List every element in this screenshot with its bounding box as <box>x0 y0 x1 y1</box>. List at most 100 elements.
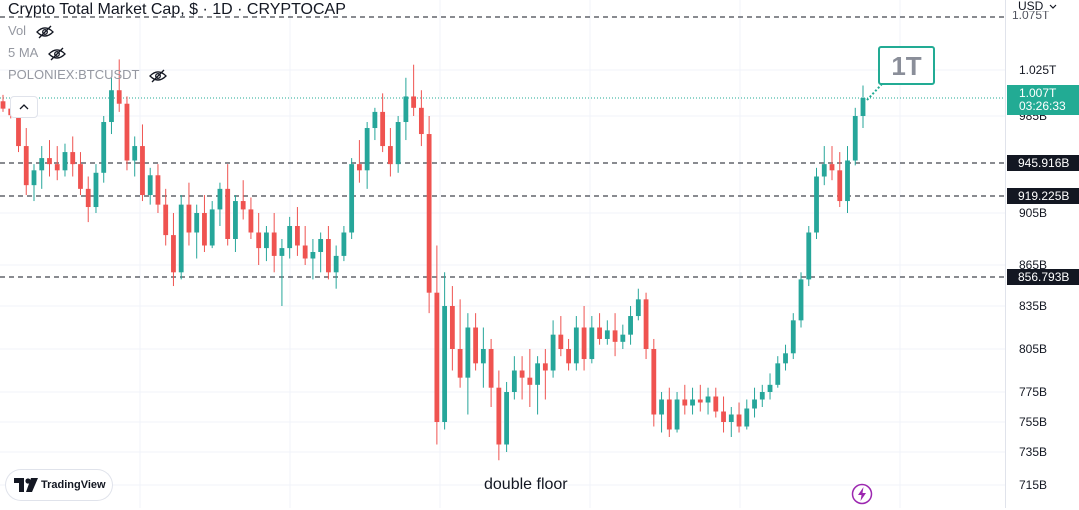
candle-body[interactable] <box>163 204 169 236</box>
candle-body[interactable] <box>442 306 448 422</box>
candle-body[interactable] <box>147 175 153 196</box>
candle-body[interactable] <box>124 103 130 161</box>
candle-body[interactable] <box>47 158 52 165</box>
candle-body[interactable] <box>736 414 742 427</box>
level-price-tag[interactable] <box>1007 269 1079 285</box>
candle-body[interactable] <box>806 232 812 280</box>
candle-body[interactable] <box>759 392 765 400</box>
candle-body[interactable] <box>519 370 525 378</box>
candle-body[interactable] <box>542 363 548 371</box>
candle-body[interactable] <box>356 164 362 171</box>
candle-body[interactable] <box>845 160 850 202</box>
candle-body[interactable] <box>814 176 819 233</box>
candle-body[interactable] <box>651 349 657 415</box>
candle-body[interactable] <box>85 188 91 208</box>
candle-body[interactable] <box>225 188 231 239</box>
candle-body[interactable] <box>372 111 378 129</box>
candle-body[interactable] <box>116 90 122 104</box>
candle-body[interactable] <box>109 90 114 123</box>
candle-body[interactable] <box>271 232 277 256</box>
candle-body[interactable] <box>449 306 455 349</box>
candle-body[interactable] <box>171 235 176 273</box>
candle-body[interactable] <box>775 363 781 385</box>
candle-body[interactable] <box>333 255 339 273</box>
collapse-legend-button[interactable] <box>10 96 38 118</box>
candle-body[interactable] <box>798 279 804 321</box>
candle-body[interactable] <box>186 204 192 233</box>
eye-crossed-icon[interactable] <box>149 68 168 83</box>
candle-body[interactable] <box>829 164 835 171</box>
candle-body[interactable] <box>612 330 618 342</box>
candle-body[interactable] <box>767 384 773 392</box>
candle-body[interactable] <box>465 327 471 378</box>
eye-crossed-icon[interactable] <box>48 46 67 61</box>
legend-volume[interactable]: Vol <box>8 20 346 42</box>
candle-body[interactable] <box>194 213 200 233</box>
candle-body[interactable] <box>573 327 579 364</box>
candle-body[interactable] <box>473 327 479 364</box>
candle-body[interactable] <box>550 334 556 371</box>
candle-body[interactable] <box>504 392 510 445</box>
candle-body[interactable] <box>418 107 424 135</box>
level-price-tag[interactable] <box>1007 188 1079 204</box>
legend-ma[interactable]: 5 MA <box>8 42 346 64</box>
candle-body[interactable] <box>589 327 595 360</box>
chart-title[interactable]: Crypto Total Market Cap, $ · 1D · CRYPTO… <box>8 1 346 18</box>
candle-body[interactable] <box>620 334 626 342</box>
candle-body[interactable] <box>349 164 355 233</box>
candle-body[interactable] <box>783 353 788 364</box>
candle-body[interactable] <box>310 252 316 259</box>
candle-body[interactable] <box>581 327 587 360</box>
candle-body[interactable] <box>140 146 145 196</box>
candle-body[interactable] <box>511 370 517 393</box>
candle-body[interactable] <box>101 122 107 173</box>
currency-selector[interactable]: USD <box>1018 0 1057 13</box>
candle-body[interactable] <box>488 349 494 388</box>
candle-body[interactable] <box>674 399 680 430</box>
candle-body[interactable] <box>256 232 262 249</box>
candle-body[interactable] <box>155 175 161 205</box>
candle-body[interactable] <box>659 399 664 415</box>
candle-body[interactable] <box>403 96 409 123</box>
candle-body[interactable] <box>78 164 83 189</box>
callout-box[interactable] <box>878 46 935 85</box>
candle-body[interactable] <box>54 164 60 171</box>
candle-body[interactable] <box>341 232 347 256</box>
candle-body[interactable] <box>178 204 184 273</box>
candle-body[interactable] <box>697 399 703 403</box>
candle-body[interactable] <box>395 122 401 165</box>
candle-body[interactable] <box>457 349 463 378</box>
candle-body[interactable] <box>597 327 602 339</box>
candle-body[interactable] <box>852 116 858 161</box>
candle-body[interactable] <box>364 128 370 171</box>
candle-body[interactable] <box>202 213 207 246</box>
candle-body[interactable] <box>628 316 633 335</box>
candle-body[interactable] <box>666 399 672 430</box>
candle-body[interactable] <box>558 334 564 349</box>
candle-body[interactable] <box>318 239 324 252</box>
candle-body[interactable] <box>434 292 440 422</box>
candle-body[interactable] <box>217 188 223 210</box>
lightning-icon[interactable] <box>851 483 873 505</box>
candle-body[interactable] <box>93 172 99 208</box>
candle-body[interactable] <box>132 146 138 161</box>
tradingview-logo[interactable]: TradingView <box>6 470 112 500</box>
candle-body[interactable] <box>527 377 533 385</box>
candle-body[interactable] <box>264 232 269 249</box>
candle-body[interactable] <box>535 363 540 385</box>
candle-body[interactable] <box>480 349 486 364</box>
candle-body[interactable] <box>860 98 866 116</box>
candle-body[interactable] <box>690 399 695 406</box>
candle-body[interactable] <box>380 111 386 147</box>
candle-body[interactable] <box>39 158 45 171</box>
candle-body[interactable] <box>209 209 215 246</box>
candle-body[interactable] <box>302 245 308 259</box>
candle-body[interactable] <box>728 414 734 423</box>
candle-body[interactable] <box>705 396 711 403</box>
candle-body[interactable] <box>744 408 750 427</box>
candle-body[interactable] <box>721 411 726 423</box>
candle-body[interactable] <box>70 152 76 165</box>
candle-body[interactable] <box>326 239 331 273</box>
